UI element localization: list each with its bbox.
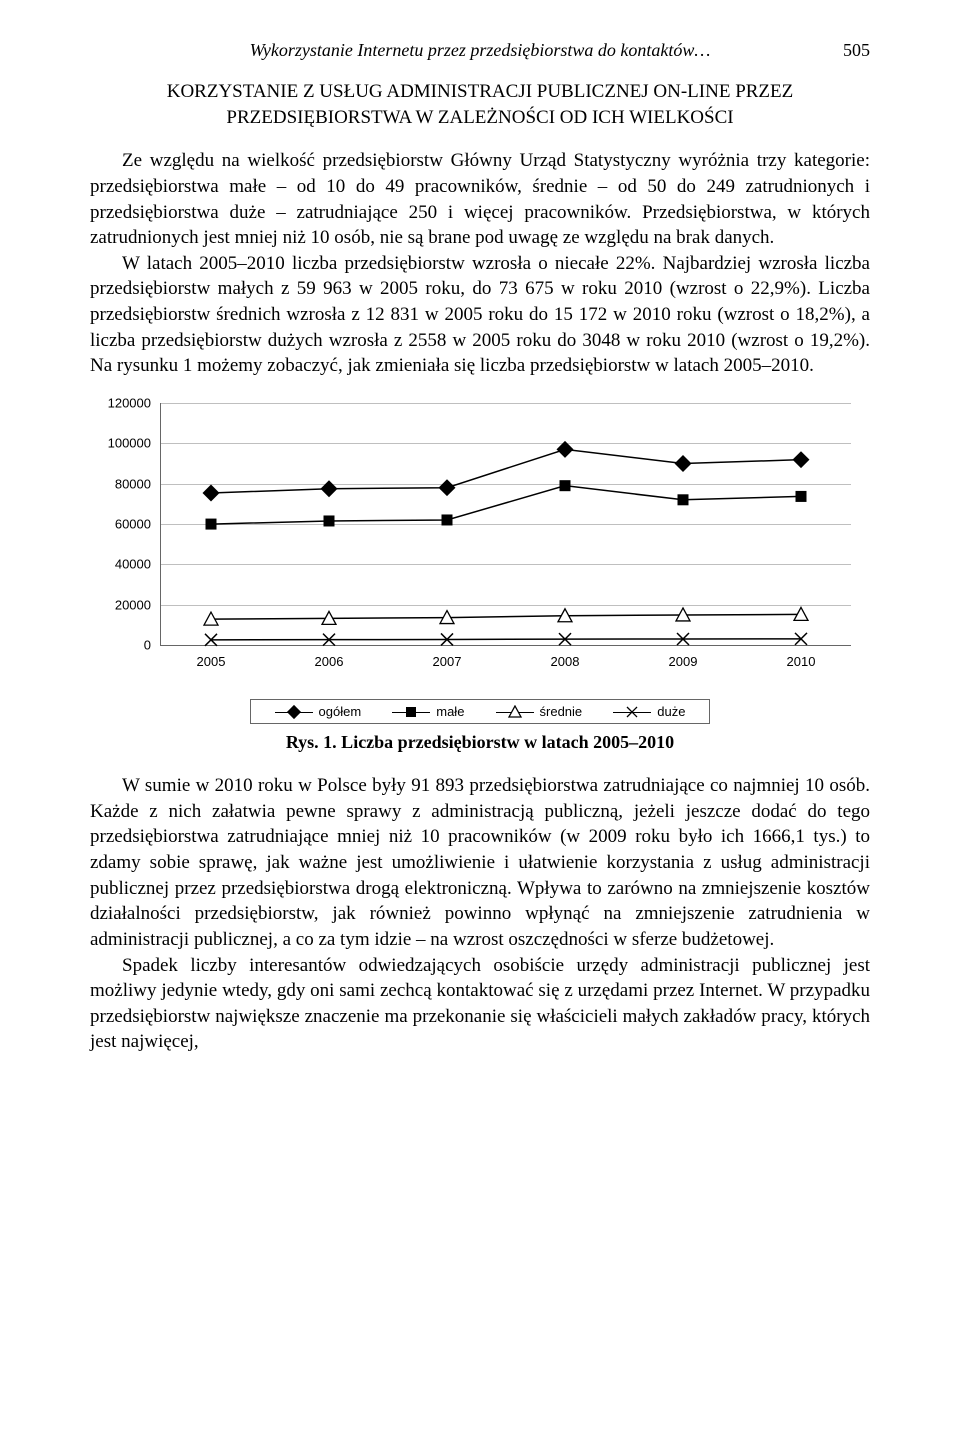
running-head-text: Wykorzystanie Internetu przez przedsiębi… [250,40,711,60]
chart-legend: ogółem małe średnie [250,699,710,724]
legend-label: ogółem [319,704,362,719]
chart-box: 0 20000 40000 60000 80000 100000 120000 2005 200… [90,393,870,693]
x-tick-label: 2007 [433,654,462,669]
legend-item-srednie: średnie [496,704,583,719]
y-tick-label: 120000 [91,396,151,411]
chart-plot-area: 0200004000060000800001000001200002005200… [160,403,851,646]
legend-item-duze: duże [613,704,685,719]
paragraph-1: Ze względu na wielkość przedsiębiorstw G… [90,148,870,251]
y-tick-label: 40000 [91,557,151,572]
legend-marker-triangle-icon [496,705,534,719]
section-title: KORZYSTANIE Z USŁUG ADMINISTRACJI PUBLIC… [90,79,870,130]
legend-marker-cross-icon [613,705,651,719]
legend-marker-diamond-icon [275,705,313,719]
figure-caption: Rys. 1. Liczba przedsiębiorstw w latach … [90,732,870,753]
y-tick-label: 0 [91,638,151,653]
y-tick-label: 80000 [91,476,151,491]
section-title-line-2: PRZEDSIĘBIORSTWA W ZALEŻNOŚCI OD ICH WIE… [90,105,870,131]
legend-label: średnie [540,704,583,719]
y-tick-label: 20000 [91,597,151,612]
chart-lines-svg [161,403,851,645]
legend-marker-square-icon [392,705,430,719]
figure-1: 0 20000 40000 60000 80000 100000 120000 2005 200… [90,393,870,753]
x-tick-label: 2006 [315,654,344,669]
y-tick-label: 100000 [91,436,151,451]
page-number: 505 [843,40,870,61]
x-tick-label: 2005 [197,654,226,669]
y-tick-label: 60000 [91,517,151,532]
section-title-line-1: KORZYSTANIE Z USŁUG ADMINISTRACJI PUBLIC… [90,79,870,105]
x-tick-label: 2010 [787,654,816,669]
page: Wykorzystanie Internetu przez przedsiębi… [0,0,960,1095]
legend-item-ogolem: ogółem [275,704,362,719]
x-tick-label: 2008 [551,654,580,669]
x-tick-label: 2009 [669,654,698,669]
legend-label: małe [436,704,464,719]
running-head: Wykorzystanie Internetu przez przedsiębi… [90,40,870,61]
legend-item-male: małe [392,704,464,719]
legend-label: duże [657,704,685,719]
paragraph-4: Spadek liczby interesantów odwiedzającyc… [90,953,870,1056]
paragraph-3: W sumie w 2010 roku w Polsce były 91 893… [90,773,870,952]
paragraph-2: W latach 2005–2010 liczba przedsiębiorst… [90,251,870,379]
